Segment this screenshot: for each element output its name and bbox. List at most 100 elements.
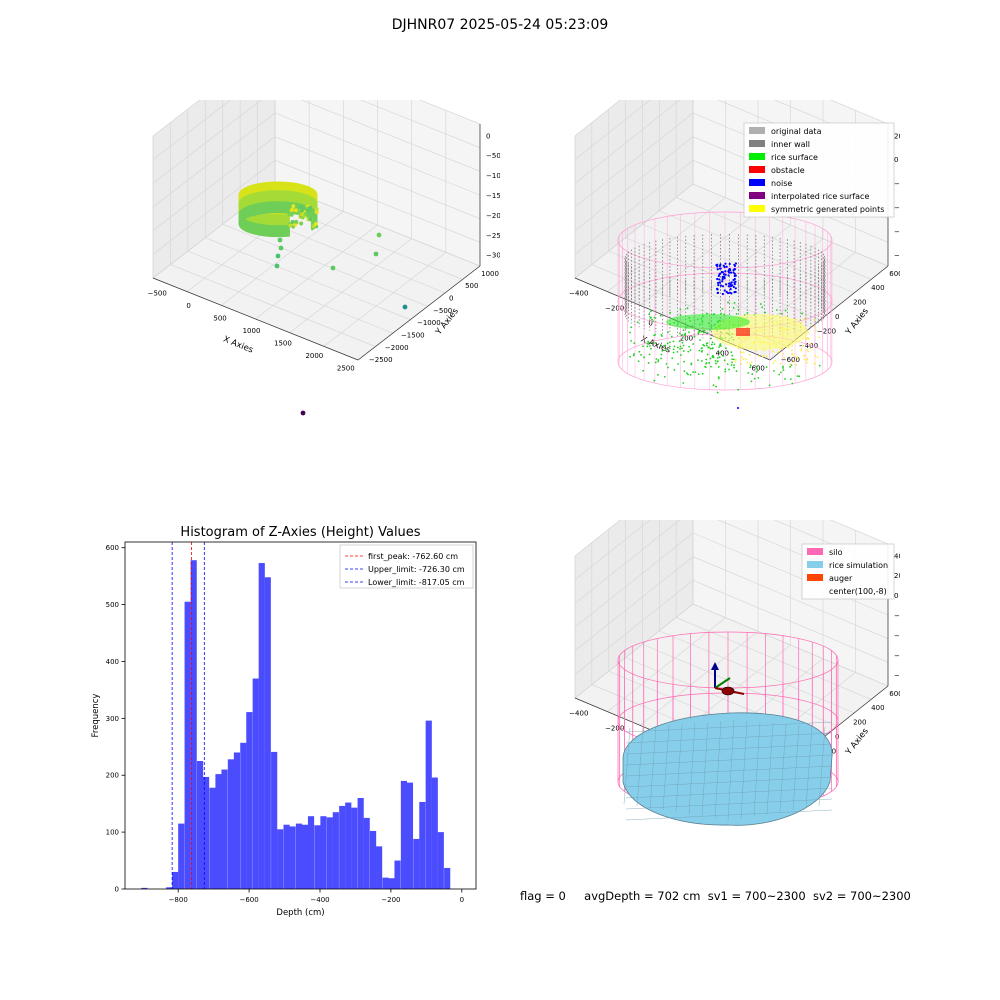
flag-value: flag = 0	[520, 889, 566, 903]
grid-line	[152, 112, 276, 208]
mesh-line	[625, 787, 833, 799]
legend-swatch	[749, 192, 765, 199]
noise-point	[716, 263, 719, 266]
grid-line	[152, 100, 201, 137]
surface-point	[818, 364, 821, 367]
surface-point	[809, 342, 812, 345]
surface-point	[650, 341, 653, 344]
surface-point	[654, 342, 656, 344]
surface-point	[676, 350, 679, 353]
surface-point	[784, 309, 787, 312]
surface-point	[689, 349, 692, 352]
data-point	[287, 212, 292, 217]
surface-point	[782, 369, 785, 372]
surface-point	[716, 391, 719, 394]
surface-point	[712, 384, 715, 387]
data-point	[314, 210, 319, 215]
x-tick-label: 400	[716, 350, 729, 358]
surface-point	[648, 313, 651, 316]
x-tick-label: −600	[239, 896, 258, 904]
surface-point	[800, 349, 802, 352]
z-tick-label: −1500	[486, 192, 500, 200]
grid-line	[639, 631, 759, 726]
surface-point	[735, 358, 737, 361]
grid-line	[419, 100, 481, 125]
surface-point	[679, 314, 682, 316]
grid-line	[574, 160, 694, 255]
surface-point	[676, 346, 679, 349]
surface-point	[749, 366, 752, 369]
legend-label: inner wall	[771, 140, 810, 149]
z-tick-label: 0	[894, 156, 898, 164]
legend-box	[339, 544, 474, 589]
grid-line	[574, 520, 651, 580]
histogram-bar	[413, 838, 420, 889]
surface-point	[640, 354, 642, 356]
z-tick-label: −3000	[486, 252, 500, 260]
surface-point	[733, 302, 736, 304]
surface-point	[629, 355, 631, 358]
mesh-line	[753, 721, 761, 817]
histogram-bar	[339, 805, 346, 889]
surface-point	[706, 353, 709, 356]
noise-point	[719, 284, 723, 287]
grid-line	[574, 100, 651, 160]
histogram-bar	[307, 816, 315, 889]
z-tick-label: −400	[894, 632, 900, 640]
surface-point	[778, 350, 780, 353]
histogram-bar	[196, 761, 204, 889]
legend-swatch	[749, 140, 765, 147]
histogram-bar	[271, 751, 278, 889]
histogram-bar	[363, 817, 370, 889]
surface-point	[636, 321, 639, 324]
surface-point	[749, 363, 751, 365]
x-tick-label: −400	[310, 896, 329, 904]
y-axis-label: Frequency	[91, 694, 101, 738]
data-point	[299, 204, 304, 209]
legend-label: auger	[829, 574, 853, 583]
surface-point	[710, 365, 712, 368]
y-tick-label: 200	[853, 719, 866, 727]
histogram-bar	[332, 812, 339, 889]
surface-point	[728, 368, 730, 371]
grid-line	[205, 237, 411, 320]
simulation-3d-plot: 3D simulation of Silo Interior−400−20002…	[569, 520, 900, 826]
auger-arrow	[711, 662, 719, 670]
surface-point	[719, 343, 722, 345]
inner-wall-points	[624, 234, 826, 339]
surface-point	[653, 316, 656, 319]
surface-point	[724, 370, 727, 373]
histogram-bar	[437, 832, 444, 889]
surface-point	[780, 348, 783, 350]
z-tick-label: 400	[894, 552, 900, 560]
noise-point	[717, 274, 720, 278]
legend-swatch	[749, 166, 765, 173]
z-tick-label: −800	[894, 672, 900, 680]
noise-point	[727, 282, 731, 285]
data-point	[275, 253, 281, 259]
grid-line	[152, 100, 262, 184]
surface-point	[755, 370, 758, 373]
y-tick-label: −2000	[385, 344, 409, 352]
surface-point	[768, 384, 771, 387]
surface-point	[665, 347, 667, 350]
legend-label: rice simulation	[829, 561, 888, 570]
noise-point	[727, 270, 730, 273]
surface-point	[792, 359, 795, 362]
histogram-bar	[258, 563, 265, 889]
data-point	[296, 210, 301, 215]
histogram-bar	[246, 712, 253, 889]
surface-point	[721, 308, 724, 310]
auger-marker	[711, 662, 745, 696]
raw-3d-plot: 3D Plot of Silo Interior(row data)−50005…	[148, 100, 500, 416]
surface-point	[693, 335, 696, 338]
histogram-bar	[357, 797, 364, 889]
data-point	[277, 237, 283, 243]
surface-point	[646, 342, 649, 345]
y-tick-label: 600	[106, 544, 119, 552]
mesh-line	[714, 720, 722, 819]
mesh-line	[688, 722, 696, 815]
data-point	[300, 410, 306, 416]
surface-point	[814, 354, 817, 357]
legend-label: interpolated rice surface	[771, 192, 869, 201]
